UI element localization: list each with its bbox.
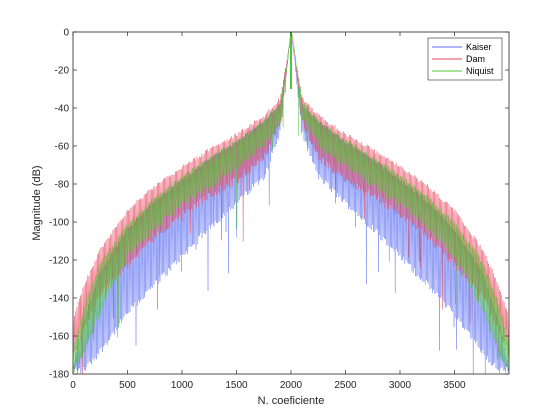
ticks-layer: 0 500 1000 1500 2000 2500 3000 3500 0 -20 -40 -60 -8…: [49, 28, 509, 391]
x-tick-label: 3500: [443, 380, 466, 391]
x-tick-label: 1000: [171, 380, 194, 391]
legend-item-dam: Dam: [432, 54, 485, 64]
y-tick-label: -180: [49, 370, 69, 381]
x-tick-label: 2500: [334, 380, 357, 391]
legend: Kaiser Dam Niquist: [427, 37, 503, 81]
y-tick-label: -160: [49, 332, 69, 343]
legend-item-kaiser: Kaiser: [432, 42, 492, 52]
x-tick-label: 0: [70, 380, 76, 391]
y-tick-label: -80: [55, 180, 70, 191]
y-tick-label: -60: [55, 142, 70, 153]
legend-label-dam: Dam: [466, 54, 485, 64]
legend-label-kaiser: Kaiser: [466, 42, 492, 52]
legend-item-niquist: Niquist: [432, 66, 494, 76]
y-axis-label: Magnitude (dB): [31, 165, 43, 240]
y-tick-label: -100: [49, 218, 69, 229]
x-tick-label: 3000: [389, 380, 412, 391]
y-tick-label: 0: [63, 28, 69, 39]
y-tick-label: -20: [55, 66, 70, 77]
y-tick-label: -120: [49, 256, 69, 267]
x-tick-label: 500: [119, 380, 136, 391]
y-tick-label: -40: [55, 104, 70, 115]
legend-label-niquist: Niquist: [466, 66, 494, 76]
x-tick-label: 1500: [225, 380, 248, 391]
x-tick-label: 2000: [280, 380, 303, 391]
y-tick-label: -140: [49, 294, 69, 305]
x-axis-label: N. coeficiente: [258, 395, 325, 407]
